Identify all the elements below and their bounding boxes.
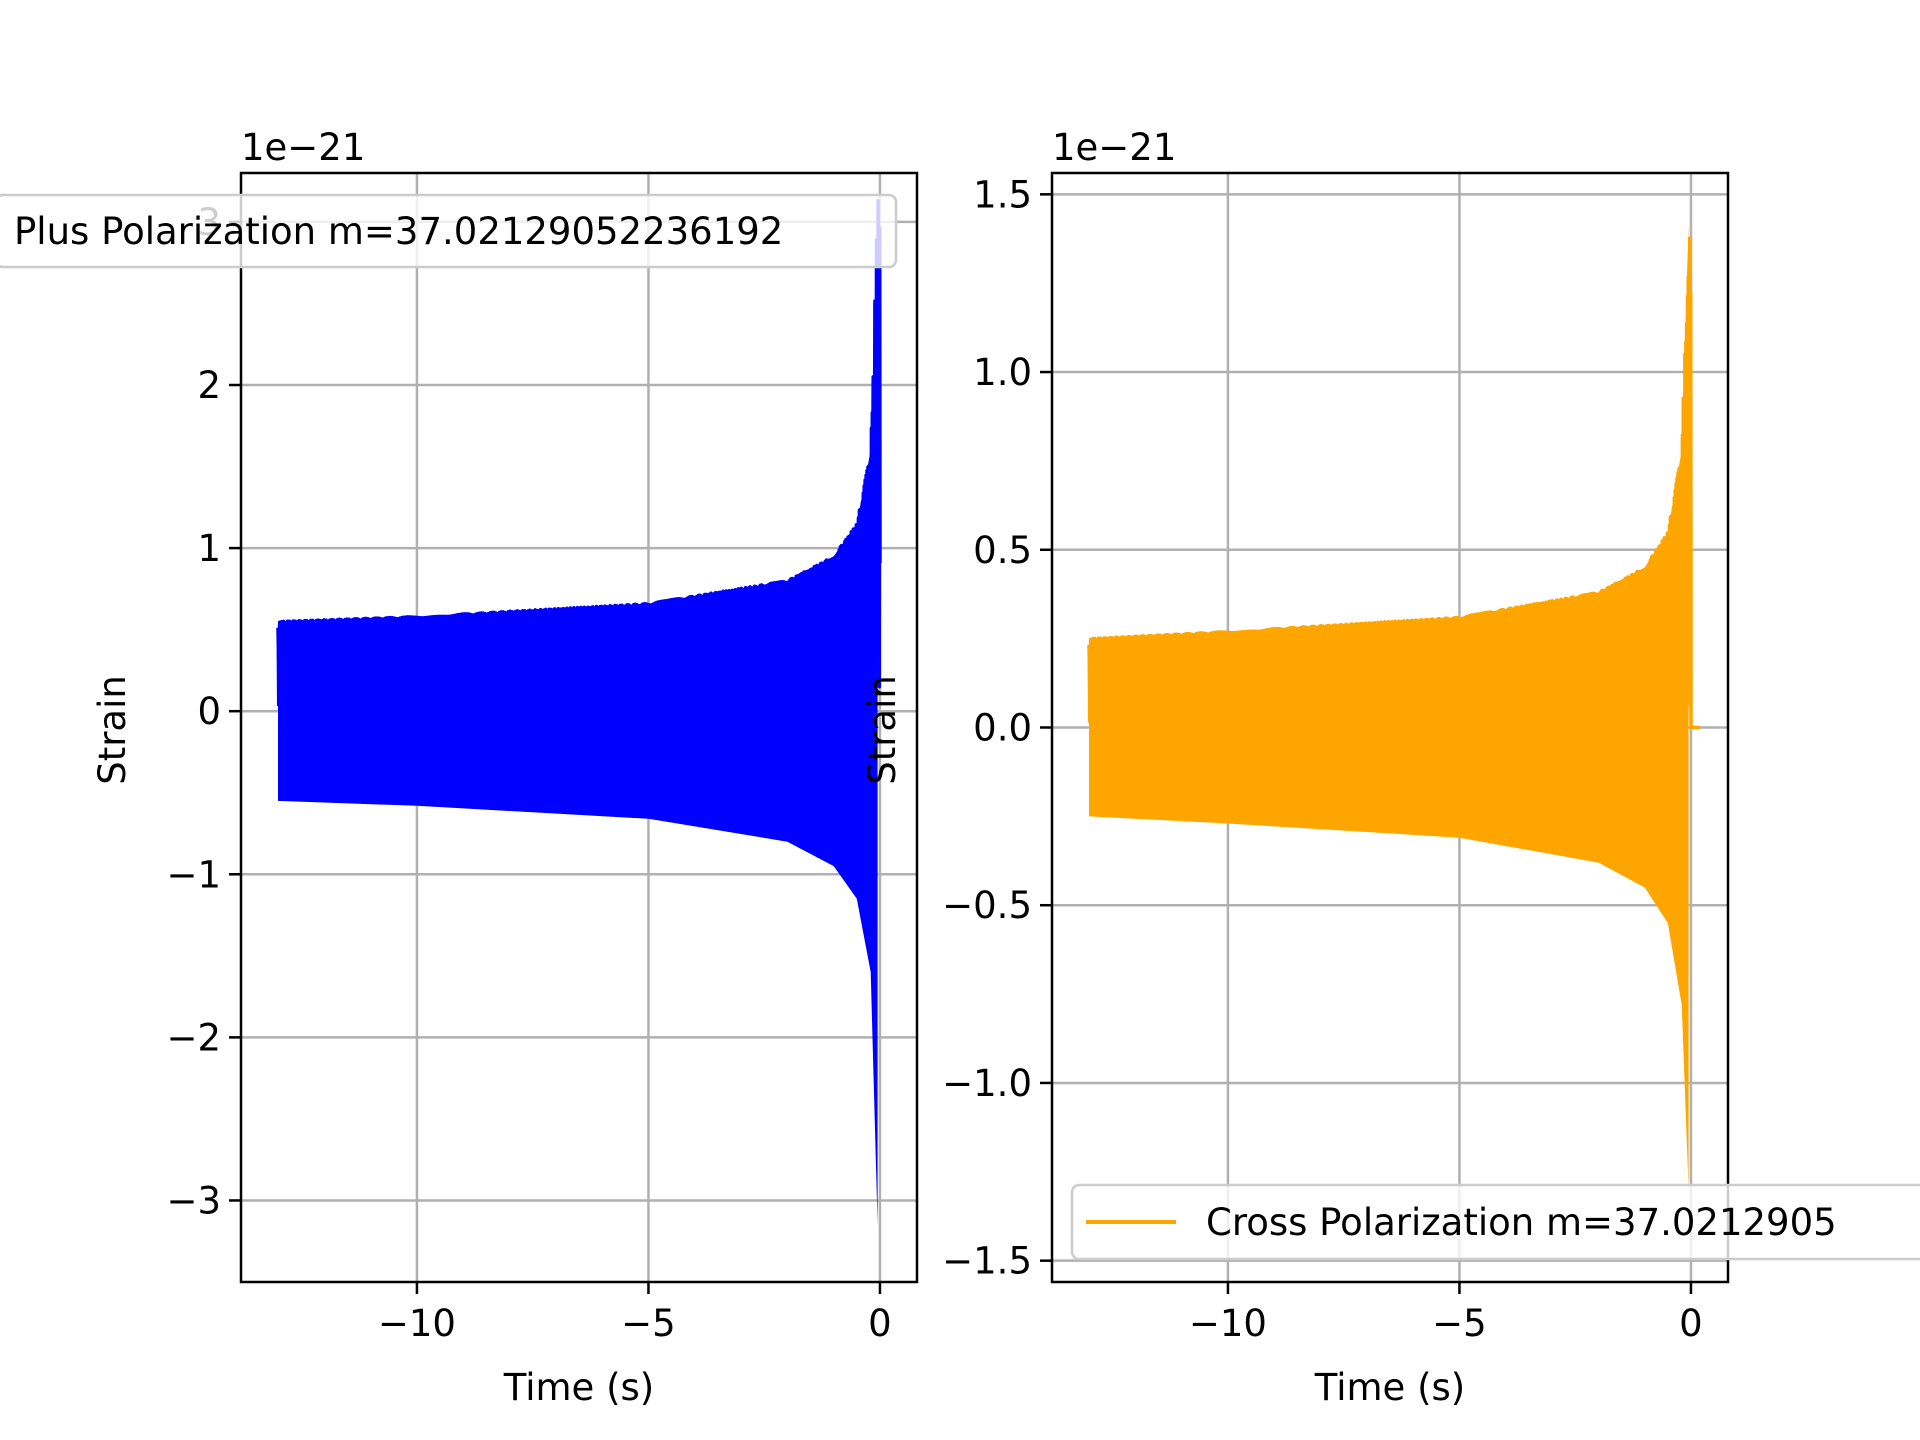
y-tick-label: −1.0 <box>942 1062 1032 1105</box>
series-envelope <box>278 287 878 1225</box>
x-tick-label: −10 <box>1189 1302 1267 1345</box>
x-tick-label: −5 <box>1432 1302 1487 1345</box>
x-tick-label: −5 <box>621 1302 676 1345</box>
y-tick-label: 0 <box>197 690 221 733</box>
plus-polarization-series <box>276 198 882 1225</box>
y-tick-label: 1.5 <box>973 173 1032 216</box>
plus-polarization-panel: −10−50−3−2−10123 1e−21 Time (s) Strain P… <box>0 126 919 1409</box>
legend: Plus Polarization m=37.02129052236192 <box>0 193 898 269</box>
y-tick-label: −1.5 <box>942 1240 1032 1283</box>
y-tick-label: 0.5 <box>973 529 1032 572</box>
x-tick-label: −10 <box>378 1302 456 1345</box>
legend-entry: Cross Polarization m=37.0212905 <box>1206 1201 1837 1244</box>
series-envelope <box>1089 222 1689 1190</box>
axis-ticks: −10 −5 0 −1.5 −1.0 −0.5 0.0 0.5 1.0 1.5 <box>942 173 1703 1345</box>
y-tick-label: −3 <box>166 1179 221 1222</box>
y-offset-label: 1e−21 <box>241 126 365 169</box>
axes-frame <box>239 171 919 1284</box>
y-tick-label: 1 <box>197 527 221 570</box>
y-tick-label: 0.0 <box>973 707 1032 750</box>
legend-box <box>0 193 898 269</box>
y-offset-label: 1e−21 <box>1052 126 1176 169</box>
x-axis-label: Time (s) <box>503 1366 654 1409</box>
y-axis-label: Strain <box>861 675 904 785</box>
x-axis-label: Time (s) <box>1314 1366 1465 1409</box>
x-tick-label: 0 <box>1679 1302 1703 1345</box>
y-tick-label: −2 <box>166 1016 221 1059</box>
cross-polarization-panel: −10 −5 0 −1.5 −1.0 −0.5 0.0 0.5 1.0 1.5 1e−21 Tim… <box>861 126 1920 1409</box>
y-tick-label: 1.0 <box>973 351 1032 394</box>
y-axis-label: Strain <box>91 675 134 785</box>
legend-box <box>1070 1183 1920 1261</box>
y-tick-label: −0.5 <box>942 884 1032 927</box>
x-tick-label: 0 <box>868 1302 892 1345</box>
cross-polarization-series <box>1087 222 1701 1190</box>
y-tick-label: −1 <box>166 853 221 896</box>
legend-entry: Plus Polarization m=37.02129052236192 <box>14 210 783 253</box>
legend: Cross Polarization m=37.0212905 <box>1070 1183 1920 1261</box>
y-tick-label: 2 <box>197 364 221 407</box>
